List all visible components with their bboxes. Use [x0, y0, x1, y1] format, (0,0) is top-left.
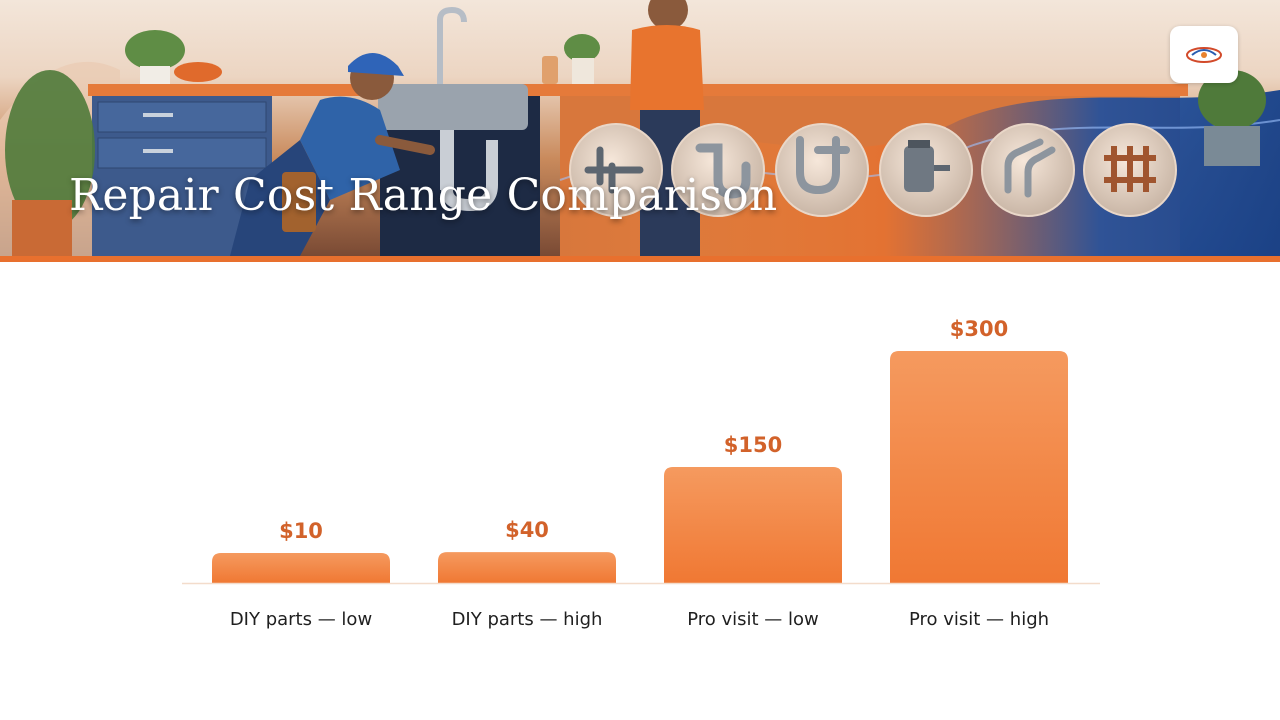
- bar-chart: $10 DIY parts — low $40 DIY parts — high $15…: [182, 317, 1100, 630]
- logo: [1170, 26, 1238, 83]
- value-label-3: $150: [724, 433, 782, 457]
- double-trap-icon: [775, 123, 869, 217]
- disposal-unit-icon: [879, 123, 973, 217]
- bar-4: [890, 351, 1068, 583]
- pipe-bends-icon: [981, 123, 1075, 217]
- value-label-2: $40: [505, 518, 549, 542]
- pipe-manifold-icon: [1083, 123, 1177, 217]
- value-label-4: $300: [950, 317, 1008, 341]
- bar-2: [438, 552, 616, 583]
- p-trap-icon: [671, 123, 765, 217]
- bar-1: [212, 553, 390, 583]
- category-label-1: DIY parts — low: [230, 609, 372, 630]
- category-label-4: Pro visit — high: [909, 609, 1049, 630]
- accent-stripe: [0, 256, 1280, 262]
- labels-group: $10 DIY parts — low $40 DIY parts — high $15…: [230, 317, 1049, 630]
- header-banner: Repair Cost Range Comparison: [0, 0, 1280, 256]
- value-label-1: $10: [279, 519, 323, 543]
- page-title: Repair Cost Range Comparison: [69, 170, 778, 221]
- bar-3: [664, 467, 842, 583]
- plumber-illustration: [0, 0, 1280, 256]
- category-label-2: DIY parts — high: [452, 609, 603, 630]
- category-label-3: Pro visit — low: [687, 609, 819, 630]
- logo-icon: [1186, 47, 1222, 63]
- pipe-valve-icon: [569, 123, 663, 217]
- bars-group: [212, 351, 1068, 583]
